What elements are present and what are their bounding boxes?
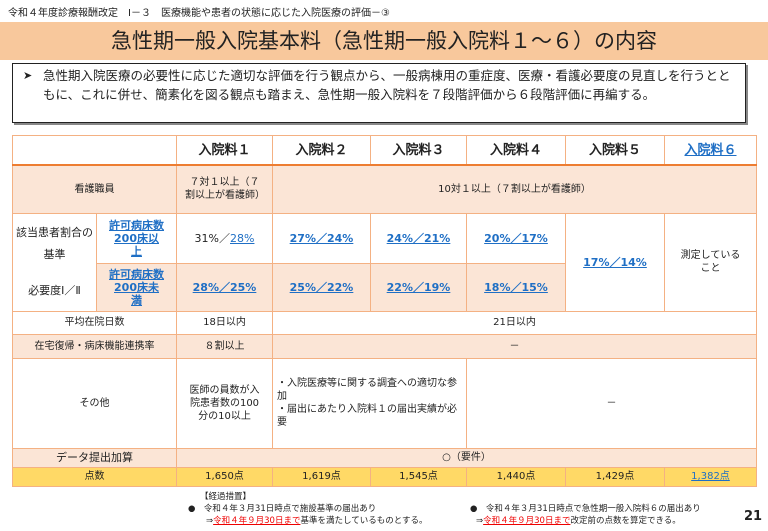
bullet-text: ・入院医療等に関する調査への適切な参加: [277, 378, 457, 402]
transition-notes-right: ● 令和４年３月31日時点で急性期一般入院料６の届出あり ⇒令和４年９月30日ま…: [470, 503, 701, 527]
value: 17%: [583, 255, 610, 269]
value: 24%: [386, 231, 413, 245]
cell: 24%／21%: [370, 212, 467, 264]
cell: 1,619点: [272, 466, 371, 487]
cell: 1,440点: [466, 466, 566, 487]
page-title: 急性期一般入院基本料（急性期一般入院料１～６）の内容: [0, 22, 768, 60]
criteria-label-2: 必要度Ⅰ／Ⅱ: [28, 284, 81, 297]
note-text: ● 令和４年３月31日時点で急性期一般入院料６の届出あり: [470, 504, 701, 514]
cell: ○（要件）: [176, 447, 757, 468]
value: 28%: [192, 280, 219, 294]
value: 27%: [289, 231, 316, 245]
corner-cell: [12, 135, 177, 166]
value: 22%: [386, 280, 413, 294]
transition-notes-left: 【経過措置】 ● 令和４年３月31日時点で施設基準の届出あり ⇒令和４年９月30…: [188, 491, 427, 527]
cell: 28%／25%: [176, 262, 273, 312]
cell: 測定していること: [664, 212, 757, 312]
data-row: データ提出加算 ○（要件）: [12, 447, 757, 468]
value: 25%: [230, 280, 257, 294]
deadline: 令和４年９月30日まで: [483, 516, 571, 526]
cell: 10対１以上（７割以上が看護師）: [272, 164, 757, 214]
cell: 1,429点: [565, 466, 665, 487]
cell: 1,650点: [176, 466, 273, 487]
row-label: その他: [12, 357, 177, 449]
header-fee4: 入院料４: [466, 135, 566, 166]
text: 基準を満たしているものとする。: [300, 516, 428, 526]
value: 14%: [620, 255, 647, 269]
cell: 1,382点: [664, 466, 757, 487]
value: 18%: [484, 280, 511, 294]
value: 21%: [424, 231, 451, 245]
value: 17%: [521, 231, 548, 245]
criteria-label: 該当患者割合の基準必要度Ⅰ／Ⅱ: [12, 212, 97, 312]
row-label: 在宅復帰・病床機能連携率: [12, 333, 177, 359]
text: 改定前の点数を算定できる。: [570, 516, 681, 526]
page-number: 21: [744, 509, 763, 524]
fee-table: 入院料１ 入院料２ 入院料３ 入院料４ 入院料５ 入院料６ 看護職員 ７対１以上…: [12, 135, 757, 487]
bullet-text: ・届出にあたり入院料１の届出実績が必要: [277, 404, 457, 428]
note-text: ⇒令和４年９月30日まで改定前の点数を算定できる。: [476, 515, 701, 527]
cell: ８割以上: [176, 333, 273, 359]
nurse-row: 看護職員 ７対１以上（７割以上が看護師） 10対１以上（７割以上が看護師）: [12, 164, 757, 214]
points-row: 点数 1,650点 1,619点 1,545点 1,440点 1,429点 1,…: [12, 466, 757, 487]
cell: 医師の員数が入院患者数の100分の10以上: [176, 357, 273, 449]
note-text: ⇒令和４年９月30日まで基準を満たしているものとする。: [206, 515, 427, 527]
value: 19%: [424, 280, 451, 294]
value: 31%: [194, 231, 219, 245]
cell: 17%／14%: [565, 212, 665, 312]
value: 24%: [327, 231, 354, 245]
sub-label-200-minus: 許可病床数200床未満: [96, 262, 177, 312]
row-label: 看護職員: [12, 164, 177, 214]
cell: －: [466, 357, 757, 449]
arrow-bullet-icon: ➤: [23, 69, 33, 82]
other-row: その他 医師の員数が入院患者数の100分の10以上 ・入院医療等に関する調査への…: [12, 357, 757, 449]
cell: 18%／15%: [466, 262, 566, 312]
row-label: 点数: [12, 466, 177, 487]
row-label: 平均在院日数: [12, 310, 177, 335]
cell: 1,545点: [370, 466, 467, 487]
value: 15%: [521, 280, 548, 294]
value: 20%: [484, 231, 511, 245]
summary-text: 急性期入院医療の必要性に応じた適切な評価を行う観点から、一般病棟用の重症度、医療…: [43, 68, 731, 102]
cell: 31%／28%: [176, 212, 273, 264]
criteria-row-1: 該当患者割合の基準必要度Ⅰ／Ⅱ 許可病床数200床以上 31%／28% 27%／…: [12, 212, 757, 312]
value: 22%: [327, 280, 354, 294]
arrow: ⇒: [476, 516, 484, 526]
note-text: ● 令和４年３月31日時点で施設基準の届出あり: [188, 504, 377, 514]
notes-heading: 【経過措置】: [200, 492, 252, 502]
criteria-label-1: 該当患者割合の基準: [16, 226, 93, 261]
header-fee6: 入院料６: [664, 135, 757, 166]
breadcrumb: 令和４年度診療報酬改定 Ⅰ－３ 医療機能や患者の状態に応じた入院医療の評価－③: [8, 8, 390, 19]
value: 25%: [289, 280, 316, 294]
cell: 21日以内: [272, 310, 757, 335]
summary-box: ➤ 急性期入院医療の必要性に応じた適切な評価を行う観点から、一般病棟用の重症度、…: [12, 63, 746, 123]
cell: 25%／22%: [272, 262, 371, 312]
value: 28%: [230, 231, 255, 245]
cell: 18日以内: [176, 310, 273, 335]
cell: －: [272, 333, 757, 359]
stay-row: 平均在院日数 18日以内 21日以内: [12, 310, 757, 335]
sub-label-200-plus: 許可病床数200床以上: [96, 212, 177, 264]
deadline: 令和４年９月30日まで: [213, 516, 301, 526]
cell: 20%／17%: [466, 212, 566, 264]
cell: ７対１以上（７割以上が看護師）: [176, 164, 273, 214]
cell: 27%／24%: [272, 212, 371, 264]
cell: ・入院医療等に関する調査への適切な参加 ・届出にあたり入院料１の届出実績が必要: [272, 357, 467, 449]
row-label: データ提出加算: [12, 447, 177, 468]
arrow: ⇒: [206, 516, 214, 526]
header-row: 入院料１ 入院料２ 入院料３ 入院料４ 入院料５ 入院料６: [12, 135, 757, 166]
header-fee1: 入院料１: [176, 135, 273, 166]
header-fee2: 入院料２: [272, 135, 371, 166]
cell: 22%／19%: [370, 262, 467, 312]
header-fee5: 入院料５: [565, 135, 665, 166]
home-row: 在宅復帰・病床機能連携率 ８割以上 －: [12, 333, 757, 359]
header-fee3: 入院料３: [370, 135, 467, 166]
